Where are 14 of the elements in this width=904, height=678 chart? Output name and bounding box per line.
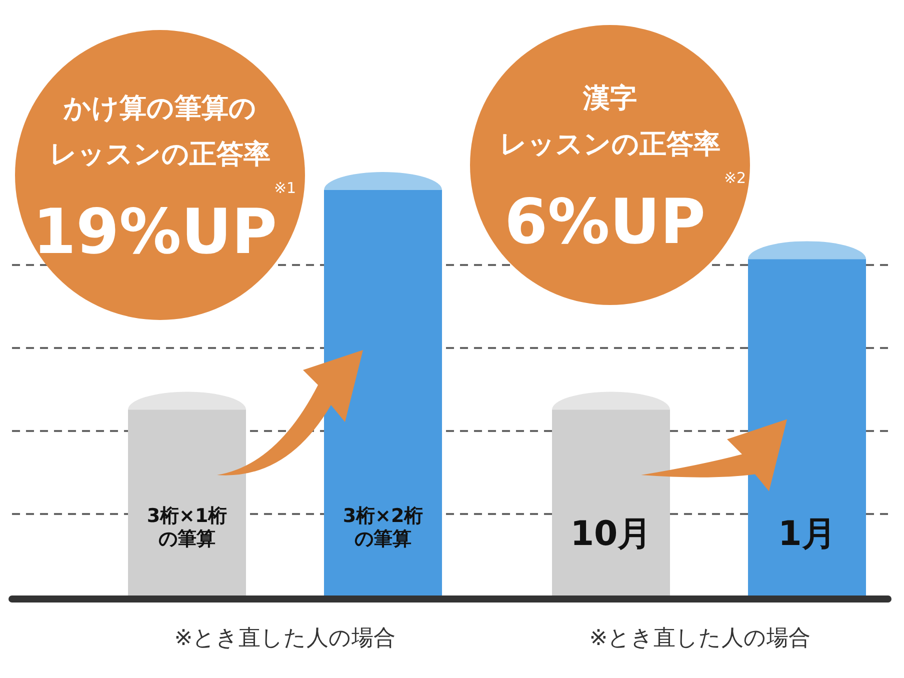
x-tick-label: 10月 <box>570 514 652 554</box>
x-tick-label: 3桁×2桁の筆算 <box>342 505 424 550</box>
annotation: ※1 <box>274 179 296 197</box>
annotation: 19%UP <box>32 195 278 268</box>
x-tick-label: 3桁×1桁の筆算 <box>146 505 228 550</box>
text: ※とき直した人の場合 <box>589 626 811 651</box>
text: ※とき直した人の場合 <box>174 626 396 651</box>
text: かけ算の筆算の <box>62 93 256 124</box>
text: ※2 <box>724 169 746 187</box>
x-tick-label: 1月 <box>778 514 836 554</box>
text: レッスンの正答率 <box>50 139 270 170</box>
text: 漢字 <box>582 83 637 114</box>
annotation: 6%UP <box>504 185 706 258</box>
text: レッスンの正答率 <box>500 129 720 160</box>
